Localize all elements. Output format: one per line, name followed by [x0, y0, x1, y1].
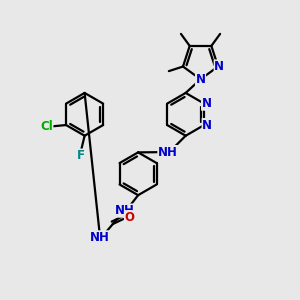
- Text: NH: NH: [115, 204, 135, 217]
- Text: F: F: [77, 149, 85, 162]
- Text: N: N: [202, 118, 212, 131]
- Text: N: N: [214, 60, 224, 73]
- Text: Cl: Cl: [40, 120, 53, 133]
- Text: O: O: [124, 211, 134, 224]
- Text: NH: NH: [90, 231, 110, 244]
- Text: N: N: [202, 97, 212, 110]
- Text: N: N: [196, 73, 206, 86]
- Text: NH: NH: [158, 146, 178, 159]
